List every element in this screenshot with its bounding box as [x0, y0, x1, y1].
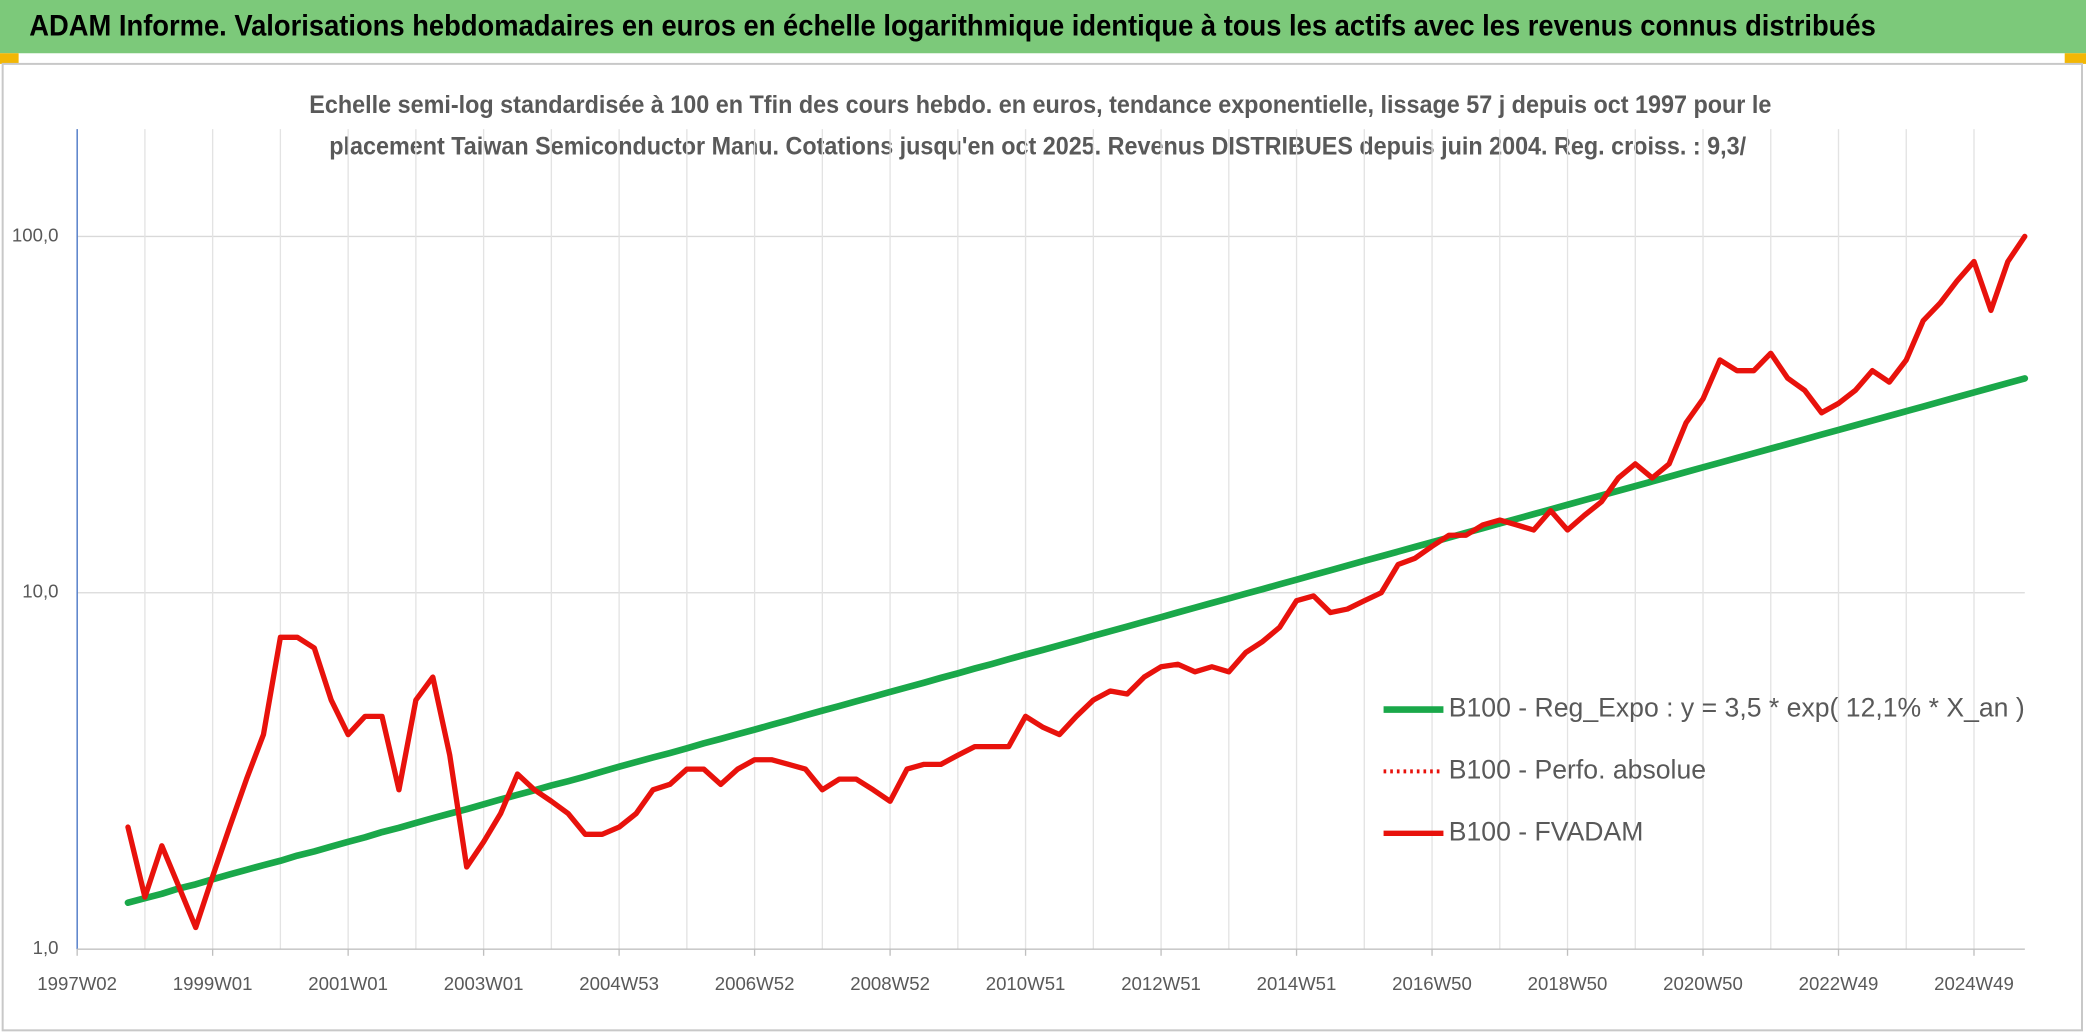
x-tick-label: 1999W01: [173, 973, 253, 994]
series-line: [125, 233, 2028, 931]
plot: [124, 233, 2029, 931]
x-tick-label: 2004W53: [579, 973, 659, 994]
axes: 1,0 10,0 100,0 1997W02 1999W01 2001W01 2003W01…: [12, 129, 2025, 994]
y-tick-label: 100,0: [12, 224, 59, 245]
x-tick-label: 2001W01: [308, 973, 388, 994]
x-tick-label: 2014W51: [1257, 973, 1337, 994]
x-tick-label: 2003W01: [444, 973, 524, 994]
header-bar: [0, 0, 2086, 54]
x-tick-label: 2022W49: [1799, 973, 1879, 994]
x-tick-label: 2020W50: [1663, 973, 1743, 994]
x-tick-label: 2008W52: [850, 973, 930, 994]
y-tick-label: 1,0: [33, 937, 59, 958]
x-tick-label: 1997W02: [37, 973, 117, 994]
x-tick-label: 2012W51: [1121, 973, 1201, 994]
corner-left: [0, 53, 19, 64]
x-tick-label: 2016W50: [1392, 973, 1472, 994]
y-tick-label: 10,0: [22, 581, 58, 602]
series-line: [124, 375, 2029, 907]
x-tick-label: 2024W49: [1934, 973, 2014, 994]
legend-label: B100 - FVADAM: [1449, 816, 1644, 846]
legend: B100 - Reg_Expo : y = 3,5 * exp( 12,1% *…: [1383, 693, 2025, 846]
corner-right: [2064, 53, 2086, 64]
legend-label: B100 - Perfo. absolue: [1449, 754, 1706, 784]
x-tick-label: 2010W51: [986, 973, 1066, 994]
legend-label: B100 - Reg_Expo : y = 3,5 * exp( 12,1% *…: [1449, 693, 2025, 723]
x-tick-label: 2006W52: [715, 973, 795, 994]
chart-subtitle: placement Taiwan Semiconductor Manu. Cot…: [329, 132, 1746, 160]
page-title: ADAM Informe. Valorisations hebdomadaire…: [29, 11, 1876, 43]
x-tick-label: 2018W50: [1528, 973, 1608, 994]
chart-frame: [1, 62, 2084, 1032]
chart-subtitle: Echelle semi-log standardisée à 100 en T…: [309, 91, 1771, 119]
